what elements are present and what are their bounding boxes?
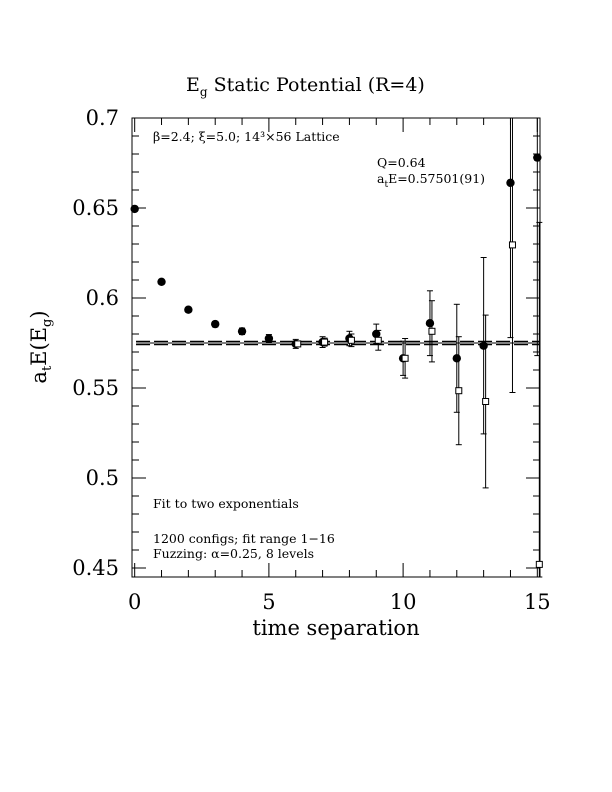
x-tick-label: 10 (390, 590, 417, 614)
fit-result-value: E=0.57501(91) (388, 171, 485, 186)
y-axis-label-mid: E(E (27, 327, 51, 366)
chart-title-rest: Static Potential (R=4) (208, 74, 425, 96)
x-tick-label: 15 (524, 590, 551, 614)
chart-title-subscript: g (200, 85, 208, 99)
data-point-square (508, 241, 516, 249)
y-tick-label: 0.7 (86, 106, 119, 130)
data-point-circle (425, 319, 435, 328)
data-point-circle (184, 305, 193, 314)
configs-annotation: 1200 configs; fit range 1−16 (153, 531, 335, 546)
data-point-circle (479, 341, 488, 350)
y-axis-label-sub2: g (40, 319, 55, 327)
chart-title: Eg Static Potential (R=4) (186, 74, 425, 99)
data-point-square (401, 354, 409, 362)
data-point-square (347, 336, 355, 344)
y-tick-label: 0.55 (72, 376, 119, 400)
data-point-circle (452, 354, 461, 363)
x-axis-label: time separation (252, 616, 419, 640)
data-point-square (428, 327, 436, 335)
q-value-annotation: Q=0.64 (377, 155, 426, 170)
fit-result-prefix: a (377, 171, 385, 186)
y-tick-label: 0.6 (86, 286, 119, 310)
data-point-circle (506, 178, 515, 187)
y-tick-label: 0.5 (86, 466, 119, 490)
axis-tick-labels: 0 5 10 15 0.45 0.5 0.55 0.6 0.65 0.7 (72, 106, 550, 614)
data-point-circle (157, 277, 166, 286)
lattice-annotation: β=2.4; ξ=5.0; 14³×56 Lattice (153, 129, 340, 144)
y-axis-label: atE(Eg) (27, 310, 55, 383)
data-point-square (455, 387, 463, 395)
data-point-circle (237, 327, 247, 336)
data-points (130, 117, 543, 578)
y-tick-label: 0.65 (72, 196, 119, 220)
data-point-circle (130, 204, 139, 214)
fit-result-subscript: t (384, 180, 388, 190)
fit-band (136, 340, 540, 346)
data-point-square (535, 560, 543, 568)
y-axis-label-end: ) (27, 310, 51, 318)
y-axis-label-main: a (27, 371, 51, 384)
x-tick-label: 0 (128, 590, 141, 614)
y-axis-label-sub1: t (40, 365, 55, 371)
data-point-square (482, 398, 490, 405)
data-point-circle (533, 153, 542, 162)
x-tick-label: 5 (262, 590, 275, 614)
fit-result-annotation: atE=0.57501(91) (377, 171, 485, 190)
data-point-circle (211, 319, 220, 329)
y-tick-label: 0.45 (72, 556, 119, 580)
plot-frame (131, 117, 541, 578)
data-point-circle (264, 334, 274, 343)
chart-title-main: E (186, 74, 200, 96)
data-point-square (294, 340, 302, 348)
fuzzing-annotation: Fuzzing: α=0.25, 8 levels (153, 546, 314, 561)
data-point-square (374, 336, 382, 344)
data-point-square (321, 338, 329, 346)
fit-description-annotation: Fit to two exponentials (153, 496, 299, 511)
